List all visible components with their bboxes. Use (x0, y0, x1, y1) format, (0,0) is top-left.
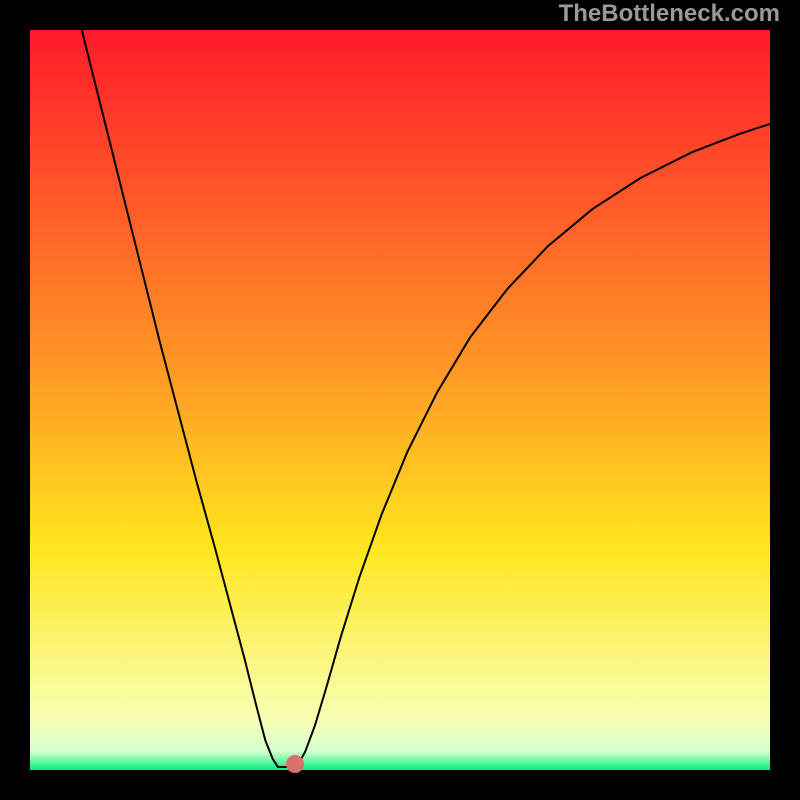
bottleneck-curve (82, 30, 770, 767)
watermark-text: TheBottleneck.com (559, 0, 780, 28)
curve-svg (30, 30, 770, 770)
chart-plot-area (30, 30, 770, 770)
optimum-marker (286, 755, 304, 773)
